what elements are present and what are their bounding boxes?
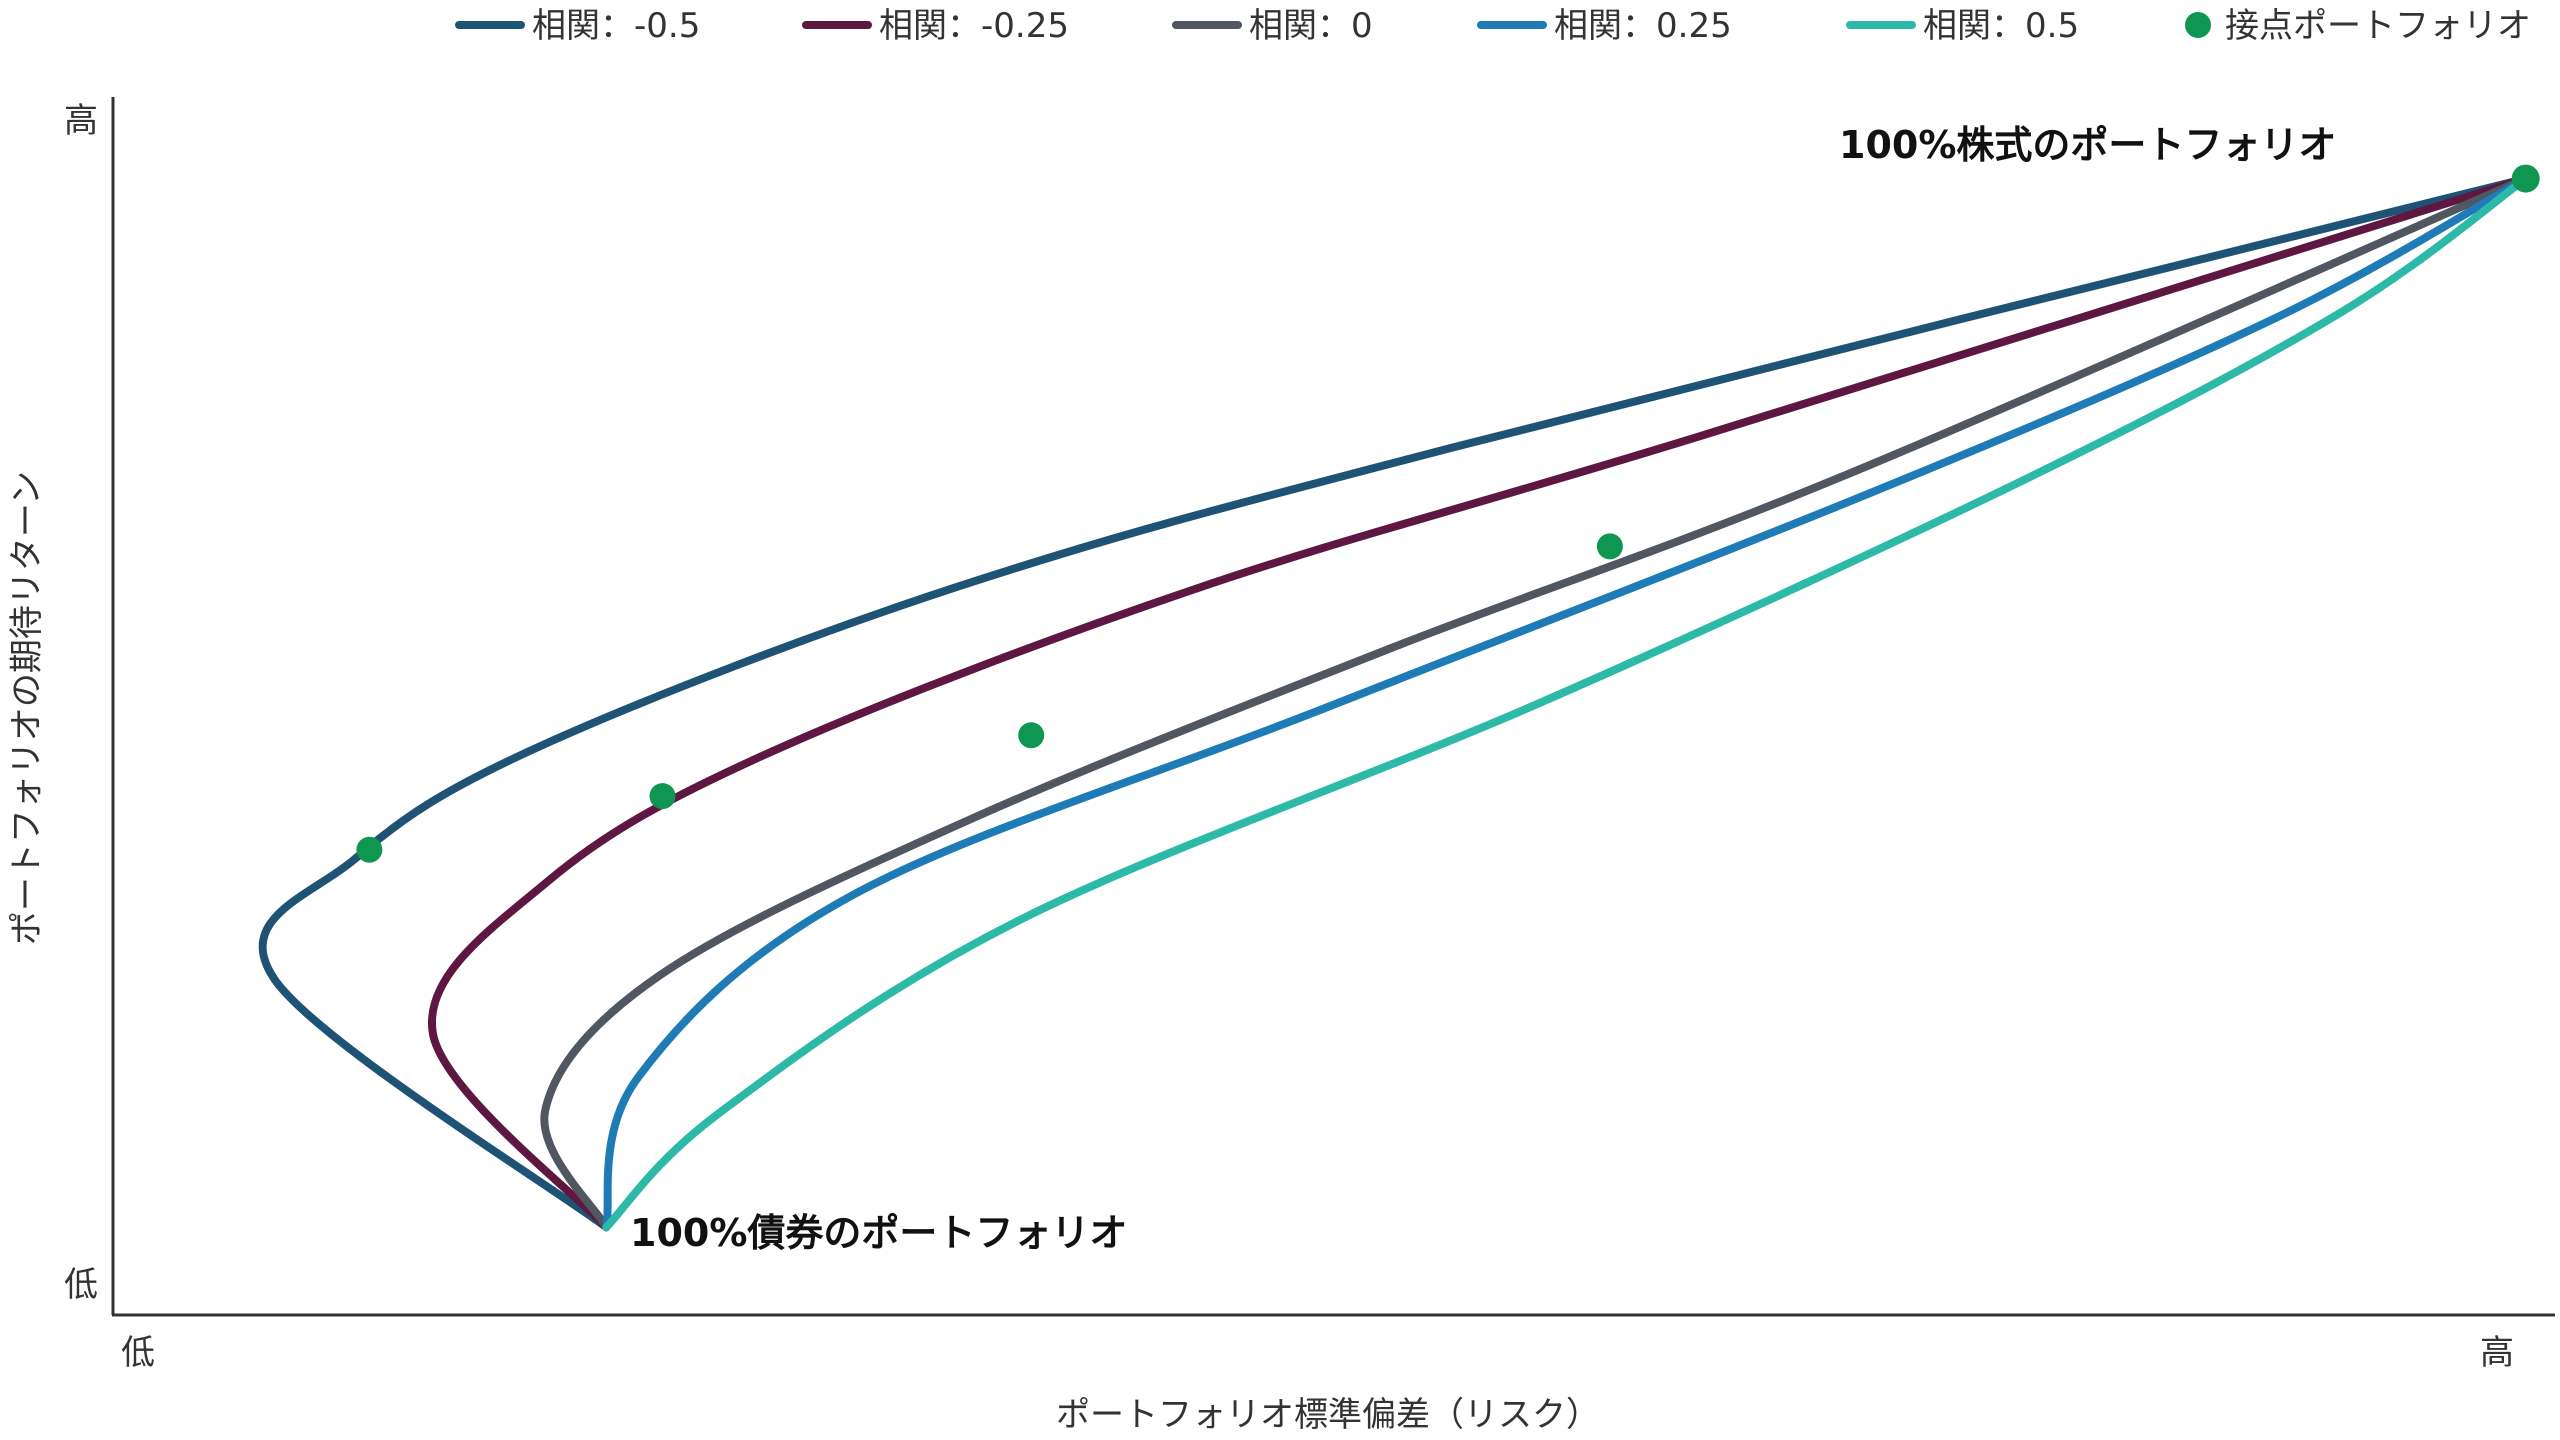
frontier-curves (258, 174, 2530, 1232)
y-tick-high: 高 (64, 101, 98, 141)
legend-label: 相関：0 (1249, 6, 1373, 46)
tangent-point-series-2 (1018, 722, 1045, 749)
frontier-line-series-4 (602, 174, 2530, 1232)
legend-item-corr-0.25: 相関：0.25 (1477, 6, 1732, 46)
y-tick-low: 低 (64, 1265, 98, 1305)
legend-label: 相関：-0.5 (532, 6, 700, 46)
tangent-points (356, 164, 2540, 863)
legend-item-tangent-portfolio: 接点ポートフォリオ (2185, 6, 2531, 46)
legend-label: 相関：0.5 (1923, 6, 2079, 46)
frontier-line-series-1 (427, 174, 2530, 1232)
y-axis-title: ポートフォリオの期待リターン (7, 471, 47, 945)
legend-item-corr-neg-0.25: 相関：-0.25 (802, 6, 1069, 46)
legend-item-corr-neg-0.5: 相関：-0.5 (455, 6, 700, 46)
legend-label: 接点ポートフォリオ (2225, 6, 2531, 46)
annotation-stocks: 100%株式のポートフォリオ (1839, 123, 2336, 167)
tangent-point-series-0 (356, 836, 383, 863)
frontier-line-series-3 (602, 174, 2530, 1232)
frontier-line-series-0 (258, 174, 2530, 1232)
legend-label: 相関：-0.25 (879, 6, 1069, 46)
legend: 相関：-0.5 相関：-0.25 相関：0 相関：0.25 相関：0.5 接点ポ… (455, 6, 2531, 46)
frontier-line-series-2 (540, 174, 2530, 1232)
axes (111, 97, 2555, 1317)
x-tick-low: 低 (121, 1333, 155, 1373)
legend-swatch-dot (2185, 12, 2211, 38)
legend-item-corr-0: 相関：0 (1172, 6, 1373, 46)
legend-label: 相関：0.25 (1554, 6, 1732, 46)
tangent-point-series-1 (649, 783, 676, 810)
stocks-endpoint-point (2511, 164, 2540, 193)
x-axis-title: ポートフォリオ標準偏差（リスク） (1056, 1395, 1600, 1435)
x-tick-high: 高 (2480, 1333, 2514, 1373)
tangent-point-series-3 (1596, 533, 1623, 560)
annotation-bonds: 100%債券のポートフォリオ (630, 1211, 1127, 1255)
legend-item-corr-0.5: 相関：0.5 (1846, 6, 2079, 46)
